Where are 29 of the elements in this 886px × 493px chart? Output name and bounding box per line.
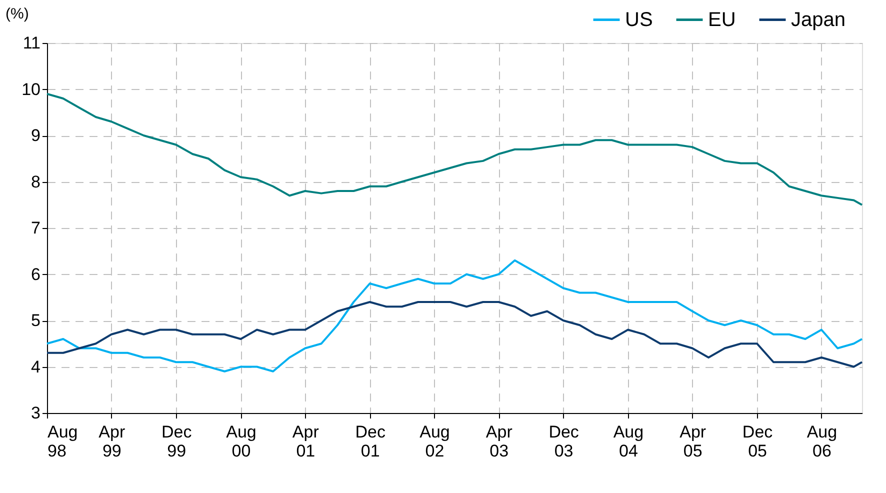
x-tick-label: Dec 99 — [161, 422, 192, 460]
x-tick-label: Dec 01 — [355, 422, 386, 460]
line-series — [46, 92, 863, 206]
y-tick-label: 5 — [31, 311, 40, 330]
legend-label: EU — [708, 8, 736, 31]
line-series — [46, 301, 863, 368]
line-series — [46, 259, 863, 372]
y-axis-title: (%) — [6, 6, 29, 22]
x-tick-label: Aug 00 — [226, 422, 256, 460]
x-tick-label: Aug 06 — [806, 422, 838, 460]
y-tick-label: 7 — [31, 218, 40, 238]
x-tick-label: Dec 05 — [742, 422, 774, 460]
y-tick-label: 10 — [22, 80, 40, 99]
y-tick-label: 8 — [31, 172, 40, 192]
y-tick-label: 3 — [31, 404, 40, 422]
y-tick-label: 11 — [22, 34, 40, 52]
x-tick-label: Aug 02 — [420, 422, 450, 460]
x-tick-label: Aug 98 — [48, 422, 78, 460]
legend-label: Japan — [791, 8, 846, 31]
x-tick-label: Apr 03 — [486, 422, 513, 460]
legend-label: US — [625, 8, 653, 31]
x-tick-label: Aug 04 — [613, 422, 644, 460]
x-tick-label: Apr 05 — [680, 422, 706, 460]
y-tick-label: 9 — [31, 126, 40, 145]
y-tick-label: 6 — [31, 264, 40, 284]
y-tick-label: 4 — [31, 357, 40, 376]
x-tick-label: Dec 03 — [548, 422, 580, 460]
x-tick-label: Apr 01 — [292, 422, 320, 460]
x-tick-label: Apr 99 — [98, 422, 126, 460]
